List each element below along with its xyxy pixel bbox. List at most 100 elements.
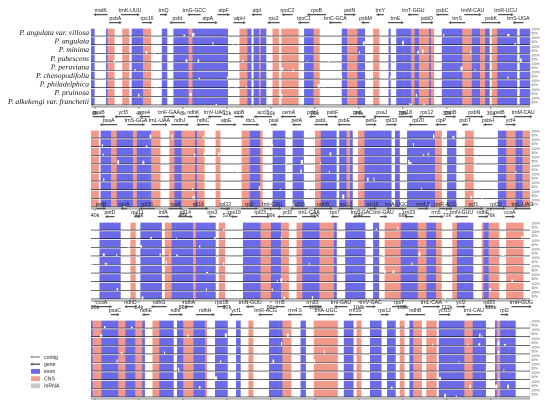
identity-label-50: 50%	[532, 384, 539, 388]
cns-region	[205, 355, 208, 363]
exon-region	[497, 199, 500, 207]
cns-region	[169, 173, 175, 181]
exon-region	[199, 363, 206, 371]
exon-region	[91, 63, 95, 71]
exon-region	[209, 71, 218, 79]
axis-tick-label: 104k	[353, 305, 365, 311]
identity-dip	[191, 33, 195, 37]
exon-region	[511, 63, 518, 71]
identity-label-50: 50%	[532, 49, 539, 53]
mRNA-swatch	[31, 383, 40, 389]
identity-label-100: 100%	[532, 256, 540, 260]
exon-region	[403, 28, 412, 36]
cns-region	[346, 139, 351, 147]
exon-region	[448, 329, 458, 337]
cns-region	[314, 147, 321, 156]
axis-tick-label: 116k	[485, 305, 497, 311]
gene-label: trnV-UAC	[204, 110, 226, 116]
exon-region	[253, 265, 261, 273]
exon-region	[155, 282, 162, 291]
cns-region	[130, 222, 136, 230]
cns-region	[319, 274, 329, 282]
exon-region	[369, 346, 373, 354]
identity-dip	[228, 84, 230, 88]
identity-dip	[150, 236, 152, 239]
exon-region	[483, 265, 487, 273]
exon-region	[125, 380, 136, 389]
exon-region	[429, 139, 436, 147]
exon-region	[448, 389, 458, 397]
cns-region	[248, 329, 254, 337]
cns-region	[327, 265, 335, 273]
exon-region	[209, 63, 218, 71]
cns-region	[248, 320, 254, 328]
exon-region	[345, 239, 353, 248]
exon-region	[300, 372, 306, 380]
gene-arrow-head	[186, 123, 189, 127]
gene-arrow-head	[348, 313, 351, 317]
cns-region	[186, 389, 190, 397]
identity-dip	[329, 152, 332, 156]
alignment-track: 100%50%	[91, 190, 540, 199]
gene-arrow-head	[116, 313, 120, 317]
exon-region	[307, 248, 318, 256]
cns-region	[152, 363, 160, 371]
exon-region	[448, 372, 458, 380]
exon-region	[358, 248, 366, 256]
exon-region	[199, 337, 206, 346]
exon-region	[483, 282, 487, 291]
exon-region	[333, 274, 337, 282]
identity-dip	[226, 235, 229, 239]
exon-region	[191, 248, 194, 256]
exon-region	[457, 355, 465, 363]
exon-region	[438, 380, 449, 389]
cns-region	[346, 173, 351, 181]
cns-region	[284, 337, 292, 346]
exon-region	[102, 265, 112, 273]
identity-dip	[285, 280, 287, 282]
gene-label: rps12	[378, 308, 391, 314]
exon-region	[328, 156, 337, 164]
gene-label: ycf1	[469, 202, 479, 208]
gene-arrow-head	[243, 21, 246, 25]
identity-dip	[470, 50, 472, 54]
exon-region	[400, 282, 410, 291]
exon-region	[126, 139, 131, 147]
exon-region	[130, 199, 134, 207]
exon-region	[372, 346, 382, 354]
exon-region	[294, 199, 304, 207]
gene-label: trnI-GAU	[373, 210, 394, 216]
cns-region	[260, 257, 272, 265]
gene-label: trnV-GAC	[351, 210, 373, 216]
exon-region	[164, 54, 168, 62]
exon-region	[141, 45, 144, 54]
gene-arrow-head	[453, 115, 456, 119]
cns-region	[327, 222, 335, 230]
cns-region	[506, 199, 516, 207]
axis-tick-label: 76k	[486, 213, 495, 219]
exon-region	[101, 337, 111, 346]
exon-region	[171, 222, 179, 230]
species-label: P. angulata var. villosa	[18, 28, 89, 37]
exon-region	[91, 88, 95, 97]
exon-region	[333, 248, 337, 256]
gene-arrow-head	[463, 305, 466, 309]
cns-region	[197, 130, 205, 138]
cns-region	[430, 37, 435, 45]
cns-region	[418, 37, 430, 45]
exon-region	[465, 248, 474, 256]
cns-region	[197, 147, 205, 156]
gene-arrow-head	[105, 215, 108, 219]
cns-region	[399, 389, 405, 397]
identity-label-100: 100%	[532, 337, 540, 341]
exon-region	[161, 80, 166, 88]
exon-region	[352, 257, 359, 265]
exon-region	[91, 329, 93, 337]
exon-region	[410, 182, 421, 190]
gene-arrow-head	[353, 215, 356, 219]
cns-region	[434, 165, 442, 173]
exon-region	[167, 346, 174, 354]
exon-region	[211, 291, 216, 299]
gene-arrow-head	[408, 13, 411, 17]
cns-region	[282, 337, 285, 346]
